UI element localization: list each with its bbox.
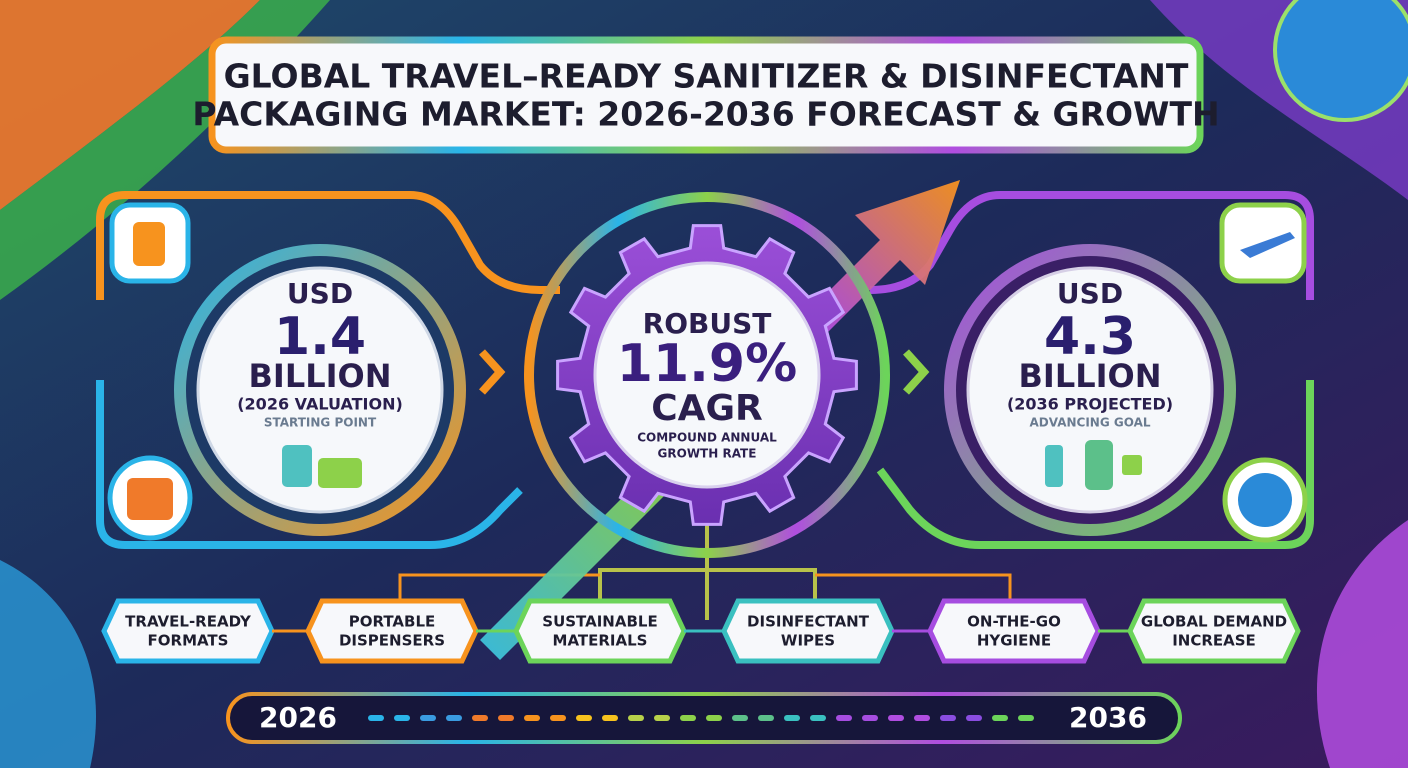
timeline-dash bbox=[966, 715, 982, 721]
timeline-dash bbox=[576, 715, 592, 721]
left-circle bbox=[196, 266, 444, 514]
feature-text: MATERIALS bbox=[553, 632, 648, 650]
timeline-dash bbox=[836, 715, 852, 721]
timeline-dash bbox=[498, 715, 514, 721]
feature-text: TRAVEL-READY bbox=[125, 613, 252, 631]
note: (2036 PROJECTED) bbox=[1007, 395, 1173, 414]
timeline-bar bbox=[226, 692, 1182, 744]
timeline-start: 2026 bbox=[259, 701, 337, 734]
timeline-dash bbox=[914, 715, 930, 721]
product-icon bbox=[1085, 440, 1113, 490]
feature-text: WIPES bbox=[781, 632, 835, 650]
amount: 1.4 bbox=[274, 307, 366, 367]
timeline-dash bbox=[472, 715, 488, 721]
feature-text: PORTABLE bbox=[349, 613, 436, 631]
timeline-dash bbox=[992, 715, 1008, 721]
right-circle bbox=[966, 266, 1214, 514]
timeline-dash bbox=[862, 715, 878, 721]
frame-line bbox=[96, 380, 523, 549]
unit: BILLION bbox=[1019, 357, 1162, 395]
feature-text: INCREASE bbox=[1172, 632, 1256, 650]
timeline-dash bbox=[680, 715, 696, 721]
corner-blob bbox=[0, 0, 260, 210]
product-icon bbox=[1045, 445, 1063, 487]
timeline-dash bbox=[550, 715, 566, 721]
feature-text: SUSTAINABLE bbox=[542, 613, 657, 631]
product-icon bbox=[282, 445, 312, 487]
chevron bbox=[479, 349, 506, 395]
globe-icon bbox=[1273, 0, 1408, 122]
luggage-shape bbox=[133, 222, 165, 266]
plane-shape bbox=[1240, 232, 1295, 258]
product-icon bbox=[318, 458, 362, 488]
timeline-dash bbox=[628, 715, 644, 721]
rate: 11.9% bbox=[617, 334, 797, 394]
note: (2026 VALUATION) bbox=[237, 395, 403, 414]
chevron bbox=[903, 349, 930, 395]
timeline-dash bbox=[654, 715, 670, 721]
connector bbox=[398, 573, 1012, 600]
frame-line bbox=[869, 191, 1314, 300]
rate-unit: CAGR bbox=[651, 388, 763, 429]
globe-shape bbox=[1238, 473, 1292, 527]
feature-tag bbox=[1127, 598, 1301, 664]
center-label: ROBUST bbox=[643, 307, 772, 340]
caption-line: GROWTH RATE bbox=[658, 447, 757, 461]
suitcase-shape bbox=[127, 478, 173, 520]
timeline-dash bbox=[732, 715, 748, 721]
timeline-dash bbox=[706, 715, 722, 721]
timeline-dash bbox=[524, 715, 540, 721]
product-icon bbox=[1122, 455, 1142, 475]
timeline-dash bbox=[446, 715, 462, 721]
corner-blob bbox=[0, 560, 96, 768]
amount: 4.3 bbox=[1044, 307, 1136, 367]
feature-text: HYGIENE bbox=[977, 632, 1051, 650]
gear-ring bbox=[524, 192, 890, 558]
caption: STARTING POINT bbox=[264, 416, 377, 430]
timeline-dash bbox=[888, 715, 904, 721]
timeline-dash bbox=[368, 715, 384, 721]
timeline-dash bbox=[810, 715, 826, 721]
timeline-dash bbox=[1018, 715, 1034, 721]
timeline-dashes bbox=[368, 715, 1034, 721]
currency: USD bbox=[287, 277, 353, 310]
caption: ADVANCING GOAL bbox=[1029, 416, 1150, 430]
feature-text: FORMATS bbox=[148, 632, 229, 650]
title-line: PACKAGING MARKET: 2026-2036 FORECAST & G… bbox=[192, 95, 1219, 134]
caption-line: COMPOUND ANNUAL bbox=[637, 431, 777, 445]
currency: USD bbox=[1057, 277, 1123, 310]
center-circle bbox=[593, 261, 821, 489]
timeline-dash bbox=[602, 715, 618, 721]
feature-text: DISPENSERS bbox=[339, 632, 445, 650]
timeline-dash bbox=[420, 715, 436, 721]
timeline-dash bbox=[394, 715, 410, 721]
timeline-dash bbox=[940, 715, 956, 721]
feature-text: ON-THE-GO bbox=[967, 613, 1061, 631]
title-box bbox=[208, 36, 1204, 154]
feature-text: GLOBAL DEMAND bbox=[1141, 613, 1287, 631]
title-line: GLOBAL TRAVEL–READY SANITIZER & DISINFEC… bbox=[224, 57, 1189, 96]
unit: BILLION bbox=[249, 357, 392, 395]
frame-line bbox=[96, 191, 560, 300]
feature-text: DISINFECTANT bbox=[747, 613, 870, 631]
timeline-dash bbox=[758, 715, 774, 721]
timeline-dash bbox=[784, 715, 800, 721]
corner-blob bbox=[1316, 520, 1408, 768]
frame-line bbox=[876, 380, 1314, 549]
timeline-end: 2036 bbox=[1069, 701, 1147, 734]
